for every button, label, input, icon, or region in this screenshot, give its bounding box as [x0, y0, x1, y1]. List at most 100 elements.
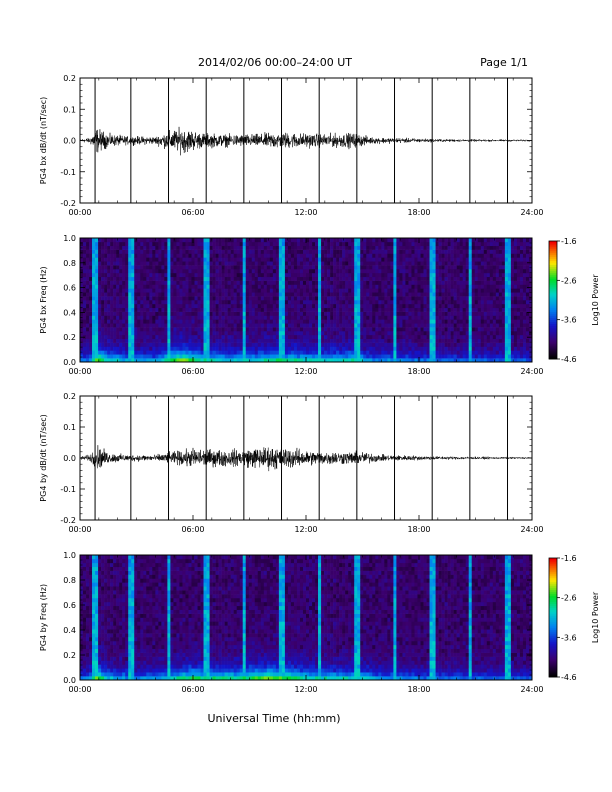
spec-cell	[405, 249, 409, 254]
spec-cell	[152, 303, 156, 309]
spec-cell	[396, 327, 400, 332]
spec-cell	[456, 253, 460, 258]
spec-cell	[212, 300, 216, 305]
spec-cell	[348, 307, 352, 312]
spec-cell	[278, 354, 283, 359]
spec-cell	[378, 296, 382, 301]
spec-cell	[528, 319, 533, 324]
spec-cell	[83, 331, 87, 336]
spec-cell	[302, 334, 307, 340]
spec-cell	[405, 265, 409, 270]
spec-cell	[366, 292, 370, 297]
spec-cell	[197, 276, 201, 281]
spec-cell	[417, 331, 421, 336]
spec-cell	[459, 257, 463, 262]
spec-cell	[519, 269, 524, 274]
spec-cell	[101, 350, 105, 355]
spec-cell	[224, 311, 228, 316]
spec-cell	[444, 303, 448, 309]
spec-cell	[444, 307, 448, 312]
spec-cell	[167, 350, 171, 355]
spec-cell	[312, 300, 316, 305]
spec-cell	[152, 292, 156, 297]
spec-cell	[528, 238, 533, 243]
spec-cell	[351, 245, 355, 250]
spec-cell	[420, 319, 424, 324]
spec-cell	[257, 323, 262, 328]
spec-cell	[426, 238, 430, 243]
spec-cell	[444, 334, 448, 340]
spec-cell	[98, 303, 102, 309]
spec-cell	[95, 276, 99, 281]
spec-cell	[302, 327, 307, 332]
spec-cell	[170, 261, 174, 266]
spec-cell	[248, 245, 253, 250]
spec-cell	[221, 265, 225, 270]
spec-cell	[119, 354, 123, 359]
spec-cell	[459, 296, 463, 301]
spec-cell	[221, 269, 225, 274]
spec-cell	[299, 276, 304, 281]
spec-cell	[405, 358, 409, 363]
spec-cell	[167, 300, 171, 305]
spec-cell	[224, 331, 228, 336]
spec-cell	[89, 307, 93, 312]
spec-cell	[122, 288, 126, 293]
spec-cell	[363, 315, 367, 320]
spec-cell	[227, 300, 231, 305]
spec-cell	[324, 261, 328, 266]
spec-cell	[345, 292, 349, 297]
spec-cell	[306, 284, 310, 289]
spec-cell	[251, 323, 256, 328]
spec-cell	[125, 288, 129, 293]
spec-cell	[495, 238, 500, 243]
spec-cell	[423, 245, 427, 250]
spec-cell	[269, 315, 274, 320]
spec-cell	[492, 284, 497, 289]
spec-cell	[444, 249, 448, 254]
spec-cell	[405, 303, 409, 309]
spec-cell	[293, 346, 298, 351]
spec-cell	[447, 327, 451, 332]
spec-cell	[125, 315, 129, 320]
spec-cell	[221, 331, 225, 336]
spec-cell	[393, 257, 397, 262]
spec-cell	[137, 315, 141, 320]
spec-cell	[92, 311, 96, 316]
spec-cell	[408, 249, 412, 254]
spec-cell	[194, 334, 198, 340]
spec-cell	[369, 245, 373, 250]
spec-cell	[155, 307, 159, 312]
spec-cell	[191, 323, 195, 328]
spec-cell	[366, 327, 370, 332]
spec-cell	[342, 300, 346, 305]
spec-cell	[107, 288, 111, 293]
spec-cell	[420, 327, 424, 332]
spec-cell	[149, 331, 153, 336]
spec-cell	[206, 350, 210, 355]
spec-cell	[95, 249, 99, 254]
spec-cell	[387, 319, 391, 324]
spec-cell	[140, 338, 144, 343]
spec-cell	[342, 315, 346, 320]
spec-cell	[245, 253, 250, 258]
spec-cell	[429, 288, 433, 293]
spec-cell	[324, 284, 328, 289]
spec-cell	[278, 350, 283, 355]
spec-cell	[309, 315, 313, 320]
spec-cell	[456, 238, 460, 243]
spec-cell	[89, 358, 93, 363]
spec-cell	[492, 342, 497, 347]
spec-cell	[86, 315, 90, 320]
spec-cell	[474, 315, 479, 320]
spec-cell	[447, 334, 451, 340]
spec-cell	[423, 342, 427, 347]
spec-cell	[411, 296, 415, 301]
spec-cell	[513, 358, 518, 363]
spec-cell	[140, 319, 144, 324]
spec-cell	[122, 300, 126, 305]
spec-cell	[348, 269, 352, 274]
spec-cell	[519, 253, 524, 258]
spec-cell	[522, 323, 527, 328]
spec-cell	[170, 257, 174, 262]
